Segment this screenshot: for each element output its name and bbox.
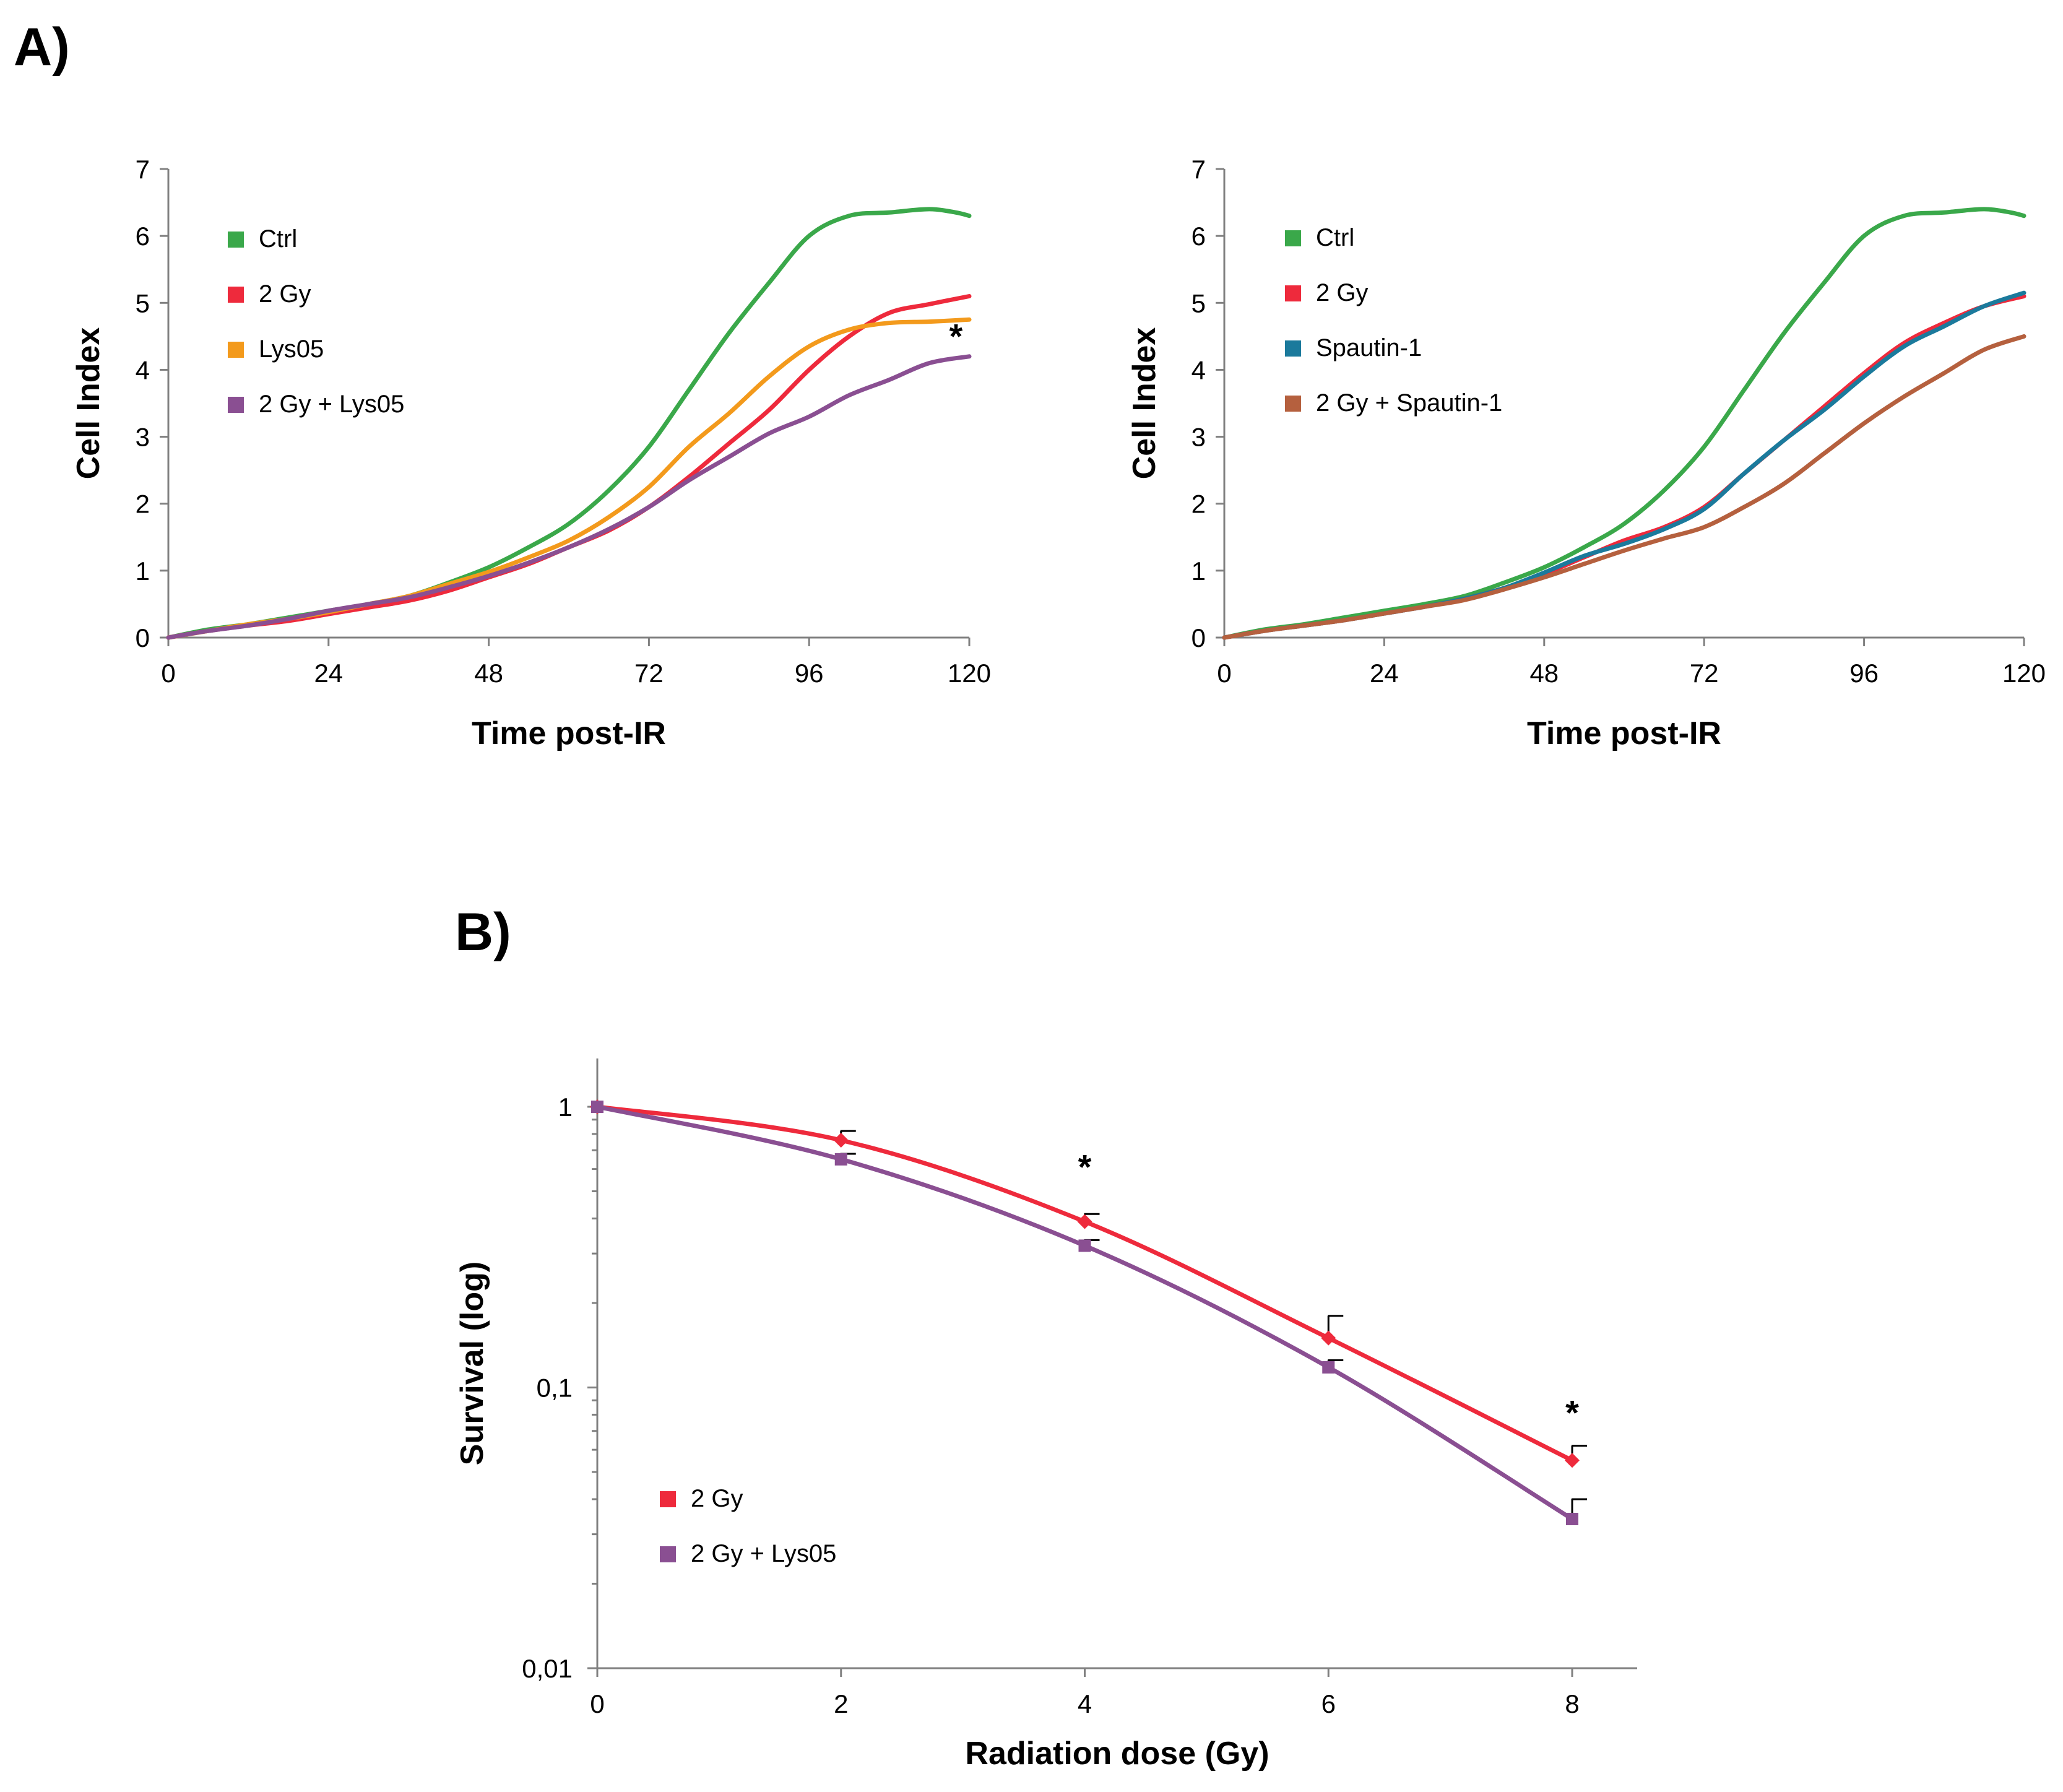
data-point [1322,1361,1335,1374]
x-axis-title: Radiation dose (Gy) [965,1736,1269,1772]
legend-label: 2 Gy + Lys05 [259,391,404,418]
legend-swatch [1285,230,1301,246]
y-tick-label: 7 [136,155,150,184]
y-axis-title: Survival (log) [454,1262,490,1465]
legend-swatch [1285,285,1301,301]
data-point [833,1133,849,1148]
legend-label: 2 Gy + Spautin-1 [1316,389,1502,417]
legend-swatch [228,342,244,358]
x-tick-label: 0 [1217,659,1231,688]
y-tick-label: 6 [1192,222,1206,251]
x-axis-title: Time post-IR [472,716,666,751]
x-axis-title: Time post-IR [1527,716,1721,751]
significance-marker: * [1565,1393,1579,1432]
chart-b: 0,01 0,1 1 0 2 4 6 8 Radiation dose (Gy) Survival… [454,1058,1637,1772]
y-tick-label: 3 [1192,423,1206,452]
chart-a-left: 0 1 2 3 4 5 6 7 0 24 48 72 96 120 Time post-IR Cell Ind… [71,155,991,751]
y-tick-label: 0,01 [522,1654,573,1683]
y-tick-label: 2 [136,490,150,519]
x-tick-label: 24 [314,659,343,688]
data-point [1566,1512,1578,1525]
y-axis-title: Cell Index [71,327,106,480]
x-tick-label: 120 [2002,659,2046,688]
legend-label: 2 Gy [691,1485,743,1512]
series-line [1222,207,2026,640]
legend-swatch [228,232,244,248]
series-line [166,317,972,640]
x-tick-label: 72 [1690,659,1719,688]
y-tick-label: 6 [136,222,150,251]
y-tick-label: 4 [136,355,150,384]
x-tick-label: 48 [1529,659,1559,688]
legend-swatch [660,1491,676,1507]
data-point [1078,1239,1091,1252]
series-line [166,207,972,640]
significance-marker: * [1078,1148,1092,1187]
chart-a-right: 0 1 2 3 4 5 6 7 0 24 48 72 96 120 Time post-IR Cell Ind… [1127,155,2046,751]
y-tick-label: 2 [1192,490,1206,519]
legend-swatch [1285,396,1301,412]
y-tick-label: 0 [136,623,150,652]
series-line [1222,334,2026,640]
x-tick-label: 96 [795,659,824,688]
data-point [834,1153,847,1166]
x-tick-label: 0 [590,1689,604,1718]
legend-swatch [228,397,244,413]
y-tick-label: 4 [1192,355,1206,384]
x-tick-label: 96 [1849,659,1879,688]
x-tick-label: 48 [474,659,503,688]
y-tick-label: 1 [558,1093,573,1122]
x-tick-label: 6 [1321,1689,1336,1718]
x-tick-label: 120 [948,659,991,688]
y-tick-label: 0 [1192,623,1206,652]
y-tick-label: 5 [136,288,150,318]
y-tick-label: 3 [136,423,150,452]
x-tick-label: 24 [1370,659,1399,688]
data-point [1565,1453,1580,1468]
data-point [1077,1214,1092,1229]
y-tick-label: 7 [1192,155,1206,184]
x-tick-label: 2 [834,1689,848,1718]
y-tick-label: 0,1 [537,1374,573,1403]
legend-label: Lys05 [259,335,324,363]
panel-label-b: B) [455,902,511,962]
panel-label-a: A) [14,17,70,77]
legend-label: 2 Gy + Lys05 [691,1540,836,1567]
series-line [166,354,972,640]
x-tick-label: 72 [634,659,664,688]
legend-label: Ctrl [1316,224,1354,251]
legend-swatch [660,1546,676,1562]
data-point [591,1101,603,1113]
legend-label: 2 Gy [259,280,311,308]
x-tick-label: 0 [161,659,175,688]
legend-label: Ctrl [259,225,297,253]
legend-label: 2 Gy [1316,279,1368,306]
y-tick-label: 5 [1192,288,1206,318]
y-tick-label: 1 [1192,556,1206,586]
legend-swatch [1285,340,1301,357]
y-tick-label: 1 [136,556,150,586]
x-tick-label: 8 [1565,1689,1579,1718]
legend-swatch [228,287,244,303]
significance-marker: * [949,316,963,355]
legend-label: Spautin-1 [1316,334,1422,361]
x-tick-label: 4 [1078,1689,1092,1718]
y-axis-title: Cell Index [1127,327,1162,480]
data-point [1321,1330,1336,1346]
